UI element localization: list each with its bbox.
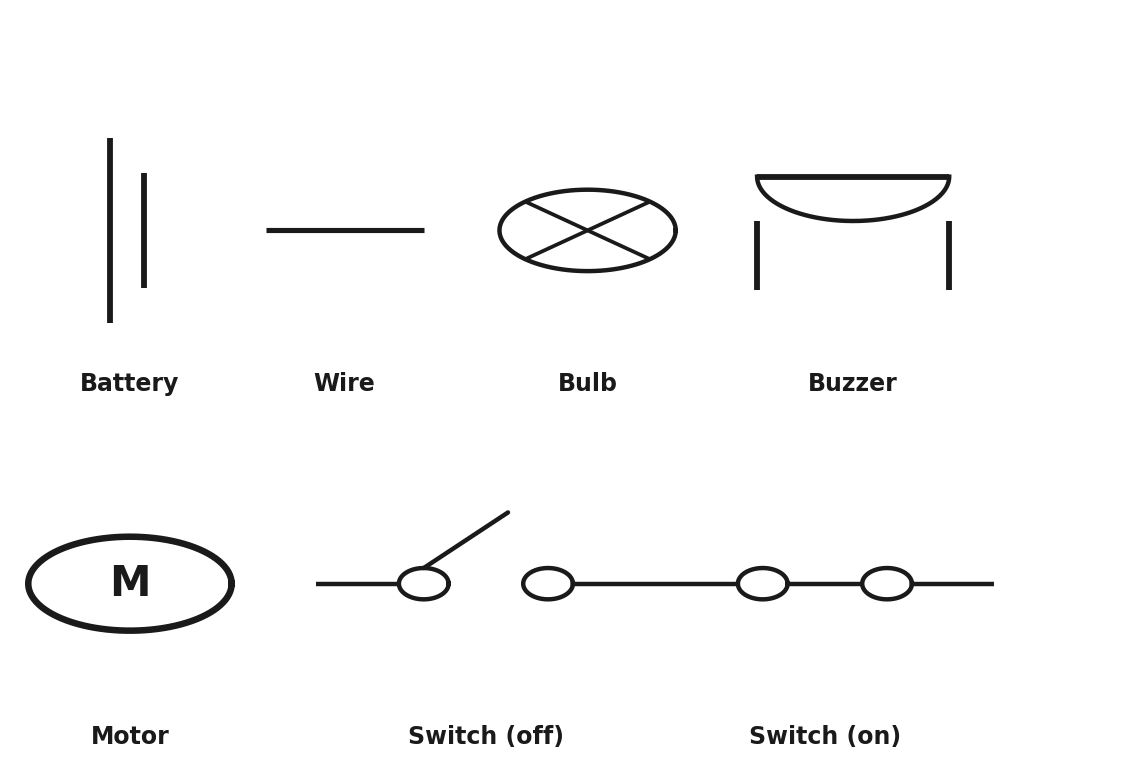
Text: Switch (off): Switch (off) [408,725,564,750]
Text: Battery: Battery [80,372,180,396]
Text: Bulb: Bulb [557,372,618,396]
Text: Switch (on): Switch (on) [749,725,901,750]
Text: Buzzer: Buzzer [808,372,898,396]
Text: M: M [110,563,150,604]
Text: Wire: Wire [314,372,375,396]
Text: Motor: Motor [90,725,170,750]
